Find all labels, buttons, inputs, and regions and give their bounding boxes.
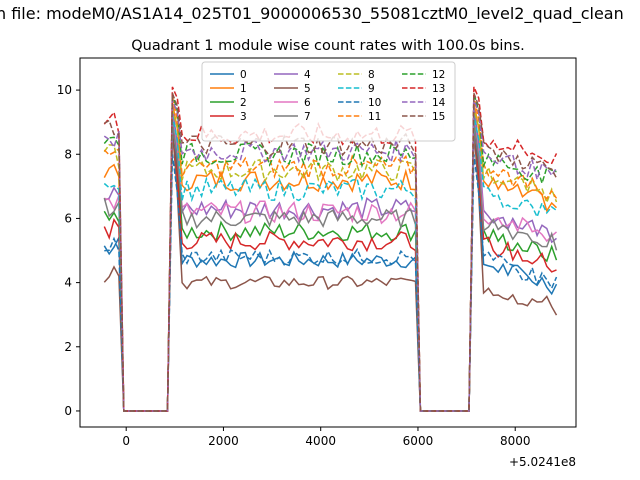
legend-label-1: 1 bbox=[240, 83, 247, 95]
legend-label-11: 11 bbox=[368, 111, 381, 123]
y-tick-label: 0 bbox=[64, 404, 72, 418]
legend-label-3: 3 bbox=[240, 111, 247, 123]
series-line-5 bbox=[103, 128, 558, 412]
y-tick-label: 2 bbox=[64, 340, 72, 354]
legend-label-13: 13 bbox=[432, 83, 445, 95]
plot-frame bbox=[79, 57, 577, 428]
y-axis: 0 2 4 6 8 10 bbox=[57, 83, 80, 418]
series-line-3 bbox=[103, 134, 557, 412]
x-tick-label: 6000 bbox=[403, 434, 434, 448]
y-tick-label: 4 bbox=[64, 276, 72, 290]
legend-box bbox=[201, 61, 456, 142]
legend-label-4: 4 bbox=[304, 69, 311, 81]
legend-label-0: 0 bbox=[240, 69, 247, 81]
legend-label-2: 2 bbox=[240, 97, 247, 109]
y-tick-label: 10 bbox=[57, 83, 72, 97]
legend-label-10: 10 bbox=[368, 97, 381, 109]
series-line-12 bbox=[103, 93, 557, 412]
series-line-15 bbox=[103, 93, 558, 412]
legend-label-15: 15 bbox=[432, 111, 445, 123]
chart-title: Quadrant 1 module wise count rates with … bbox=[131, 38, 525, 54]
series-line-14 bbox=[103, 99, 558, 412]
x-tick-label: 4000 bbox=[305, 434, 336, 448]
legend-label-6: 6 bbox=[304, 97, 311, 109]
y-tick-label: 6 bbox=[64, 211, 72, 225]
figure-suptitle-text: n file: modeM0/AS1A14_025T01_9000006530_… bbox=[0, 4, 624, 23]
series-line-9 bbox=[103, 115, 557, 412]
legend-label-12: 12 bbox=[432, 69, 445, 81]
series-lines bbox=[103, 86, 558, 412]
series-line-8 bbox=[103, 109, 558, 412]
figure-suptitle: n file: modeM0/AS1A14_025T01_9000006530_… bbox=[0, 4, 640, 26]
legend-label-5: 5 bbox=[304, 83, 311, 95]
legend-label-9: 9 bbox=[368, 83, 375, 95]
x-tick-label: 0 bbox=[122, 434, 130, 448]
legend-label-7: 7 bbox=[304, 111, 311, 123]
x-axis-offset-text: +5.0241e8 bbox=[509, 455, 576, 469]
series-line-10 bbox=[104, 154, 558, 412]
x-tick-label: 2000 bbox=[208, 434, 239, 448]
legend-label-14: 14 bbox=[432, 97, 446, 109]
x-tick-label: 8000 bbox=[500, 434, 531, 448]
x-axis: 0 2000 4000 6000 8000 bbox=[122, 427, 530, 448]
y-tick-label: 8 bbox=[64, 147, 72, 161]
series-line-7 bbox=[103, 122, 558, 412]
legend-label-8: 8 bbox=[368, 69, 375, 81]
